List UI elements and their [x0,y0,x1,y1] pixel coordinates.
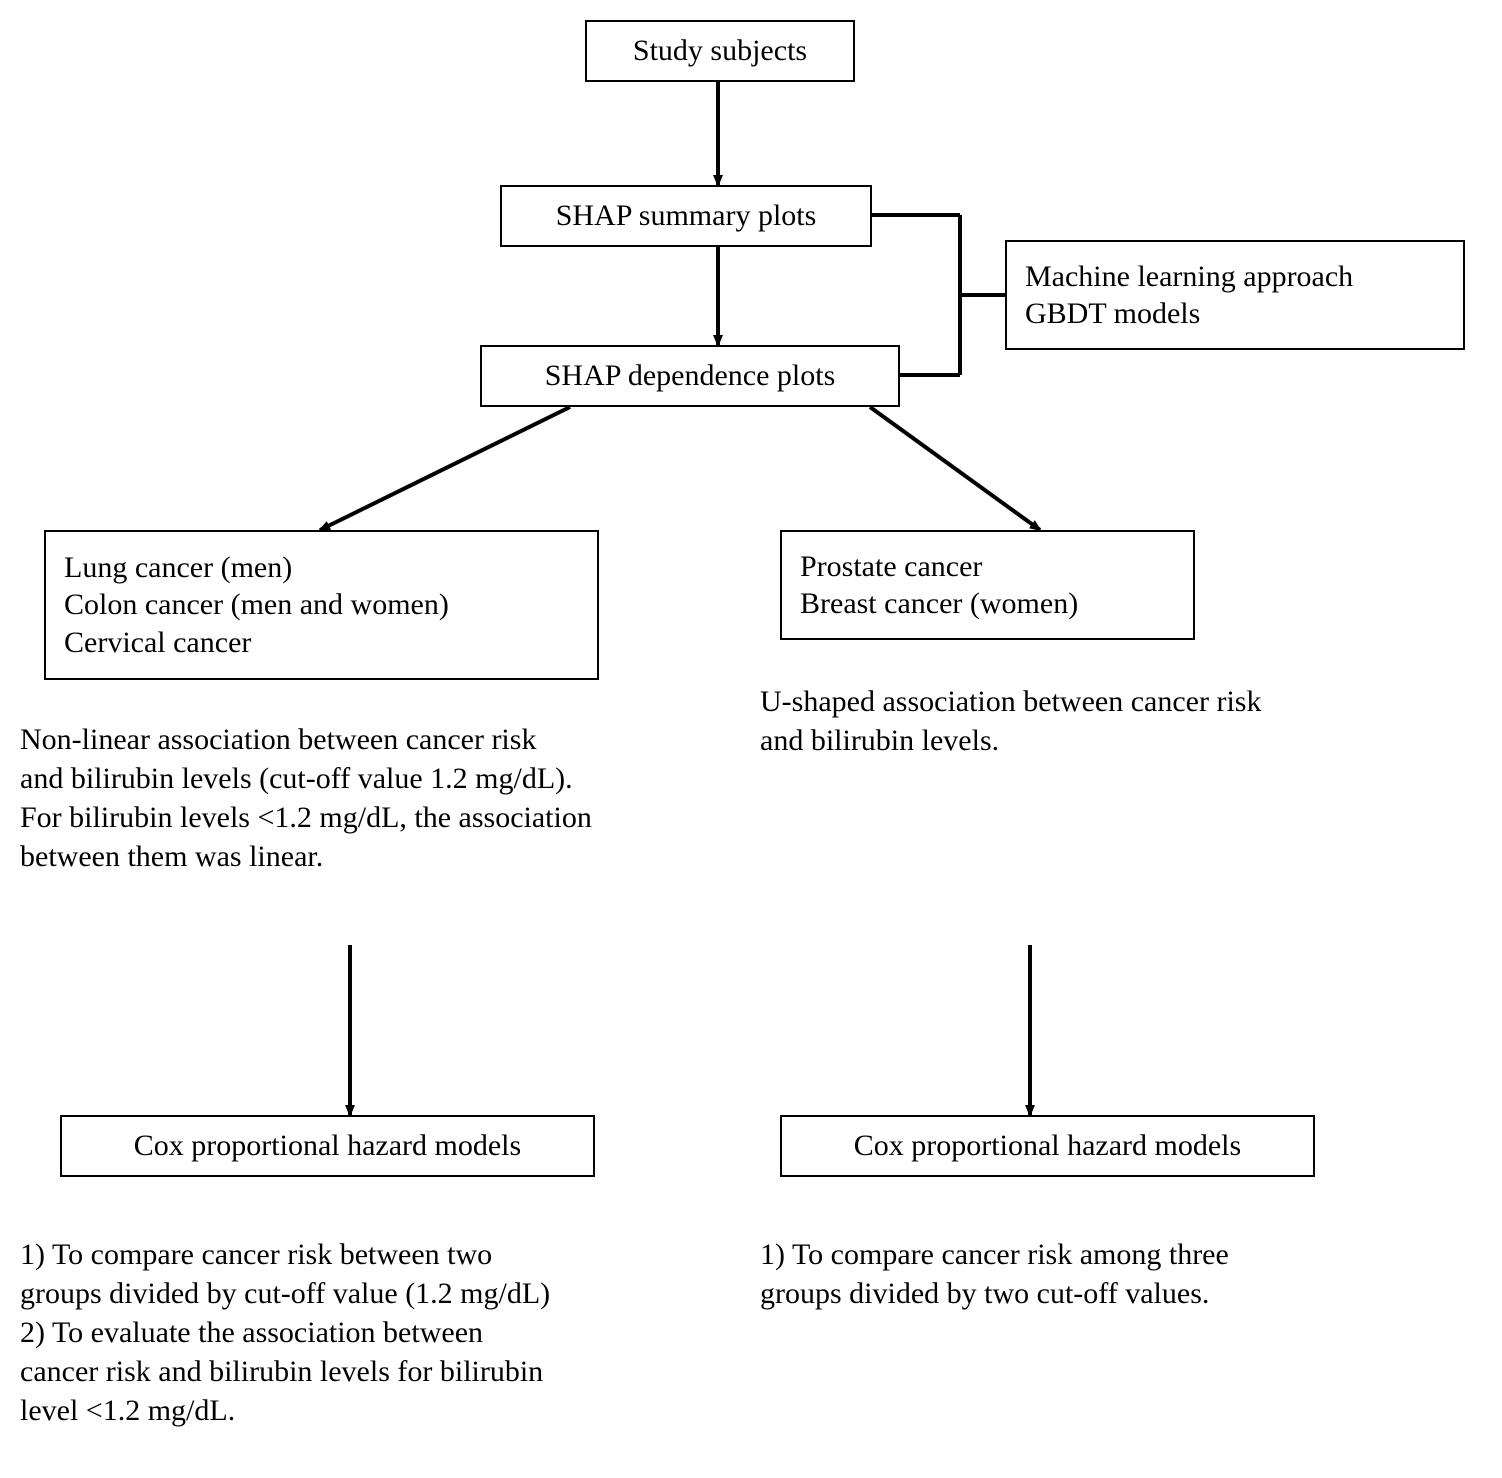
node-line: Prostate cancer [800,548,982,586]
node-text: SHAP dependence plots [545,357,836,395]
node-left_cancers: Lung cancer (men)Colon cancer (men and w… [44,530,599,680]
node-line: Breast cancer (women) [800,585,1078,623]
text-line: level <1.2 mg/dL. [20,1391,740,1430]
text-right_list: 1) To compare cancer risk among threegro… [760,1235,1480,1313]
node-text: Study subjects [633,32,807,70]
node-left_cox: Cox proportional hazard models [60,1115,595,1177]
text-line: cancer risk and bilirubin levels for bil… [20,1352,740,1391]
node-shap_dependence: SHAP dependence plots [480,345,900,407]
text-line: 2) To evaluate the association between [20,1313,740,1352]
node-text: Cox proportional hazard models [134,1127,521,1165]
text-left_desc: Non-linear association between cancer ri… [20,720,740,876]
text-line: groups divided by cut-off value (1.2 mg/… [20,1274,740,1313]
node-line: Cervical cancer [64,624,251,662]
node-line: GBDT models [1025,295,1200,333]
edge-shap_dependence-right_cancers [870,407,1040,530]
flowchart-canvas: Study subjects SHAP summary plots SHAP dep… [0,0,1502,1478]
text-line: between them was linear. [20,837,740,876]
text-line: Non-linear association between cancer ri… [20,720,740,759]
text-right_desc: U-shaped association between cancer risk… [760,682,1480,760]
node-shap_summary: SHAP summary plots [500,185,872,247]
text-left_list: 1) To compare cancer risk between two gr… [20,1235,740,1430]
edge-shap_dependence-left_cancers [320,407,570,530]
node-line: Lung cancer (men) [64,549,292,587]
text-line: 1) To compare cancer risk between two [20,1235,740,1274]
text-line: groups divided by two cut-off values. [760,1274,1480,1313]
text-line: U-shaped association between cancer risk [760,682,1480,721]
text-line: For bilirubin levels <1.2 mg/dL, the ass… [20,798,740,837]
node-right_cancers: Prostate cancerBreast cancer (women) [780,530,1195,640]
node-study_subjects: Study subjects [585,20,855,82]
node-ml_box: Machine learning approachGBDT models [1005,240,1465,350]
text-line: and bilirubin levels. [760,721,1480,760]
node-text: Cox proportional hazard models [854,1127,1241,1165]
node-text: SHAP summary plots [556,197,817,235]
node-line: Machine learning approach [1025,258,1353,296]
text-line: 1) To compare cancer risk among three [760,1235,1480,1274]
text-line: and bilirubin levels (cut-off value 1.2 … [20,759,740,798]
node-line: Colon cancer (men and women) [64,586,449,624]
node-right_cox: Cox proportional hazard models [780,1115,1315,1177]
